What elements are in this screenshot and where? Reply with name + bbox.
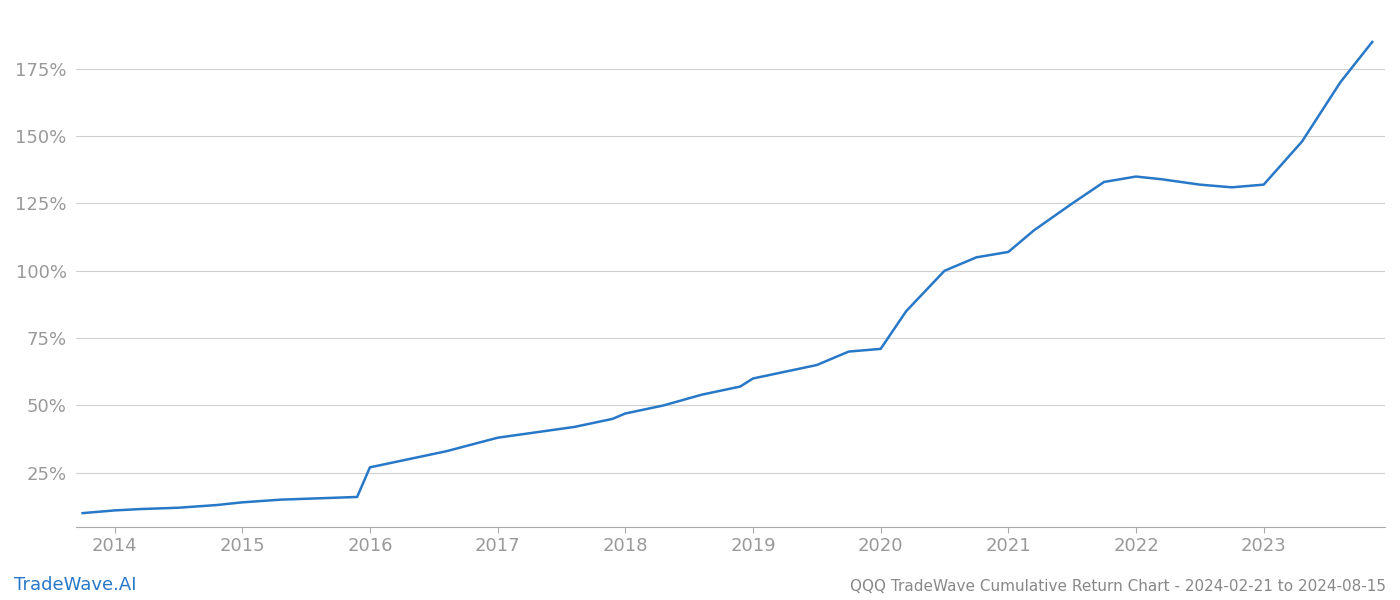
Text: TradeWave.AI: TradeWave.AI xyxy=(14,576,137,594)
Text: QQQ TradeWave Cumulative Return Chart - 2024-02-21 to 2024-08-15: QQQ TradeWave Cumulative Return Chart - … xyxy=(850,579,1386,594)
